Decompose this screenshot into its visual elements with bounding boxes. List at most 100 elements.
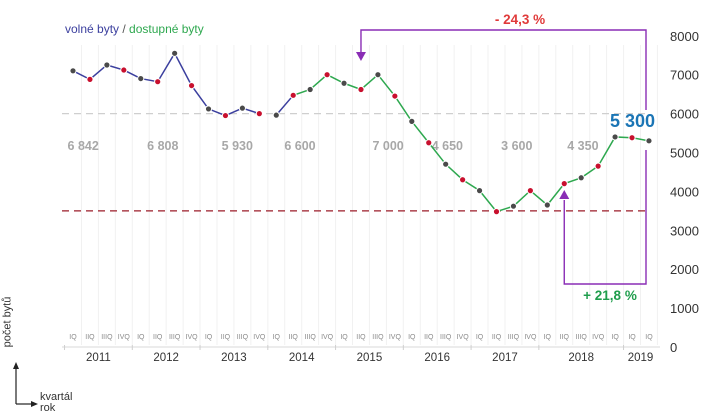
y-tick-label: 4000 bbox=[670, 184, 699, 199]
legend-separator: / bbox=[119, 22, 130, 36]
quarter-label: IQ bbox=[476, 334, 484, 341]
data-point bbox=[340, 79, 348, 87]
y-tick-label: 2000 bbox=[670, 262, 699, 277]
year-label: 2014 bbox=[289, 352, 315, 364]
year-labels: 2011 2012 2013 2014 2015 2016 2017 2018 2019 bbox=[64, 345, 654, 364]
x-axis-title-quarter: kvartál bbox=[40, 391, 73, 403]
quarter-label: IVQ bbox=[524, 334, 537, 341]
drop-percentage: - 24,3 % bbox=[495, 12, 545, 27]
data-point bbox=[69, 67, 77, 75]
y-axis-title-text: počet bytů bbox=[1, 296, 14, 348]
year-label: 2019 bbox=[628, 352, 654, 364]
y-axis-title: počet bytů bbox=[0, 294, 30, 354]
quarter-label: IQ bbox=[137, 334, 145, 341]
quarter-label: IIIQ bbox=[305, 334, 317, 341]
y-tick-label: 5000 bbox=[670, 146, 699, 161]
data-point bbox=[120, 66, 128, 74]
quarter-label: IIQ bbox=[85, 334, 95, 341]
year-label: 2012 bbox=[153, 352, 179, 364]
data-point bbox=[543, 201, 551, 209]
drop-bracket bbox=[360, 29, 647, 110]
legend-series-b: dostupné byty bbox=[129, 22, 204, 36]
value-label: 4 650 bbox=[432, 139, 463, 153]
quarter-label: IVQ bbox=[186, 334, 199, 341]
data-point bbox=[357, 85, 365, 94]
quarter-label: IIIQ bbox=[101, 334, 113, 341]
data-point bbox=[425, 139, 433, 147]
legend: volné byty / dostupné byty bbox=[65, 22, 204, 36]
quarter-label: IIQ bbox=[356, 334, 366, 341]
series-line-dostupne bbox=[292, 73, 650, 213]
quarter-label: IQ bbox=[340, 334, 348, 341]
data-point bbox=[86, 75, 94, 83]
data-point bbox=[306, 85, 314, 94]
quarter-label: IQ bbox=[408, 334, 416, 341]
quarter-label: IVQ bbox=[592, 334, 605, 341]
quarter-label: IVQ bbox=[253, 334, 266, 341]
data-point bbox=[526, 187, 534, 195]
value-label: 4 350 bbox=[567, 139, 598, 153]
data-point bbox=[323, 71, 331, 79]
data-point bbox=[204, 105, 213, 113]
quarter-label: IVQ bbox=[118, 334, 131, 341]
x-axis-title: kvartál rok bbox=[40, 392, 72, 414]
data-point bbox=[255, 110, 263, 118]
quarter-label: IQ bbox=[69, 334, 77, 341]
data-point bbox=[645, 137, 653, 145]
rise-percentage: + 21,8 % bbox=[583, 288, 637, 303]
data-point bbox=[391, 92, 399, 100]
quarter-label: IQ bbox=[273, 334, 281, 341]
data-point bbox=[577, 174, 585, 182]
annotations: - 24,3 % + 21,8 % 5 300 bbox=[495, 12, 655, 303]
quarter-label: IIIQ bbox=[169, 334, 181, 341]
axis-arrows-icon bbox=[13, 362, 38, 407]
quarter-label: IIIQ bbox=[576, 334, 588, 341]
series-line-volne bbox=[275, 94, 294, 116]
quarter-label: IQ bbox=[628, 334, 636, 341]
series-lines bbox=[72, 51, 650, 213]
y-tick-label: 6000 bbox=[670, 107, 699, 122]
value-label: 6 600 bbox=[284, 139, 315, 153]
year-label: 2011 bbox=[86, 352, 111, 364]
data-point bbox=[137, 74, 145, 83]
quarter-label: IVQ bbox=[389, 334, 402, 341]
data-point bbox=[238, 104, 246, 112]
reference-lines bbox=[62, 112, 646, 212]
series-points bbox=[69, 49, 653, 216]
quarter-label: IIQ bbox=[560, 334, 570, 341]
data-point bbox=[221, 111, 230, 120]
current-value-label: 5 300 bbox=[610, 111, 655, 131]
quarter-labels: IQ IIQ IIIQ IVQ IQ IIQ IIIQ IVQ IQ IIQ IIIQ IVQ IQ II… bbox=[69, 334, 653, 341]
quarter-label: IIQ bbox=[289, 334, 299, 341]
data-point bbox=[628, 134, 636, 142]
year-label: 2016 bbox=[424, 352, 450, 364]
year-label: 2013 bbox=[221, 352, 247, 364]
quarter-label: IVQ bbox=[457, 334, 470, 341]
data-point bbox=[187, 81, 196, 90]
data-point bbox=[459, 176, 467, 184]
year-label: 2018 bbox=[568, 352, 594, 364]
quarter-bands bbox=[62, 45, 660, 348]
quarter-label: IIIQ bbox=[372, 334, 384, 341]
y-tick-label: 0 bbox=[670, 340, 677, 355]
quarter-label: IIIQ bbox=[440, 334, 452, 341]
quarter-label: IQ bbox=[645, 334, 653, 341]
quarter-label: IIQ bbox=[153, 334, 163, 341]
quarter-label: IIQ bbox=[221, 334, 231, 341]
data-point bbox=[509, 202, 518, 210]
quarter-label: IQ bbox=[611, 334, 619, 341]
quarter-label: IVQ bbox=[321, 334, 334, 341]
value-label: 5 930 bbox=[222, 139, 253, 153]
quarter-label: IQ bbox=[205, 334, 213, 341]
data-point bbox=[442, 160, 450, 168]
value-label: 6 808 bbox=[147, 139, 178, 153]
data-point bbox=[594, 162, 602, 170]
quarter-label: IIQ bbox=[424, 334, 434, 341]
quarter-label: IIIQ bbox=[237, 334, 249, 341]
data-point bbox=[289, 91, 297, 99]
data-point bbox=[154, 78, 162, 86]
y-tick-label: 8000 bbox=[670, 29, 699, 44]
legend-series-a: volné byty bbox=[65, 22, 120, 36]
year-label: 2015 bbox=[357, 352, 383, 364]
